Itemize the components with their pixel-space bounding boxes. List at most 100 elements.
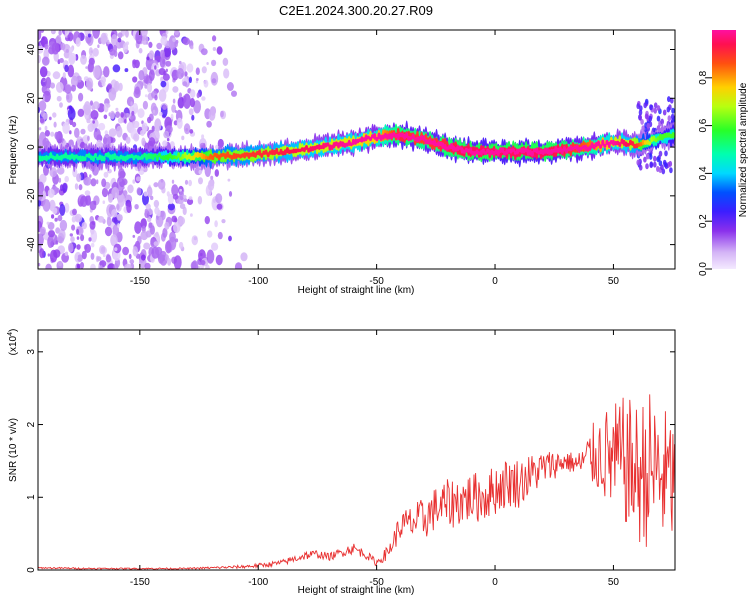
noise-blob bbox=[174, 110, 178, 113]
ridge-cell bbox=[157, 152, 162, 158]
noise-blob bbox=[103, 137, 108, 145]
noise-blob bbox=[106, 39, 110, 45]
noise-blob bbox=[170, 113, 174, 120]
noise-blob bbox=[206, 62, 209, 65]
noise-blob bbox=[68, 47, 74, 53]
ridge-cell bbox=[569, 145, 573, 152]
noise-blob bbox=[87, 135, 90, 141]
noise-blob bbox=[144, 262, 151, 269]
noise-blob bbox=[167, 193, 174, 205]
ridge-cell bbox=[626, 143, 630, 147]
noise-blob bbox=[77, 254, 83, 262]
noise-blob bbox=[67, 107, 76, 121]
noise-blob bbox=[152, 109, 156, 114]
noise-blob bbox=[191, 114, 195, 121]
noise-blob bbox=[183, 123, 191, 135]
noise-blob bbox=[57, 214, 63, 222]
noise-blob bbox=[201, 96, 206, 101]
noise-blob bbox=[132, 234, 136, 238]
noise-blob bbox=[670, 97, 674, 104]
noise-blob bbox=[72, 208, 77, 216]
noise-blob bbox=[157, 253, 164, 264]
noise-blob bbox=[99, 265, 103, 269]
noise-blob bbox=[222, 57, 229, 66]
noise-blob bbox=[155, 231, 159, 237]
noise-blob bbox=[145, 41, 149, 45]
noise-blob bbox=[42, 56, 50, 66]
noise-blob bbox=[154, 206, 160, 215]
noise-blob bbox=[644, 113, 649, 120]
ridge-cell bbox=[317, 144, 321, 150]
noise-blob bbox=[93, 65, 101, 79]
noise-blob bbox=[68, 242, 74, 253]
noise-blob bbox=[80, 195, 88, 207]
noise-blob bbox=[117, 223, 120, 228]
noise-blob bbox=[641, 125, 645, 132]
noise-blob bbox=[38, 188, 43, 201]
noise-blob bbox=[70, 75, 79, 88]
noise-blob bbox=[92, 47, 99, 57]
noise-blob bbox=[97, 216, 105, 223]
noise-blob bbox=[93, 128, 101, 140]
noise-blob bbox=[92, 101, 100, 110]
noise-blob bbox=[150, 225, 155, 235]
noise-blob bbox=[188, 108, 194, 116]
x-tick-label: 50 bbox=[608, 276, 620, 287]
noise-blob bbox=[122, 190, 128, 196]
noise-blob bbox=[44, 43, 49, 50]
noise-blob bbox=[179, 203, 186, 210]
ridge-cell bbox=[196, 151, 200, 158]
noise-blob bbox=[44, 125, 48, 131]
noise-blob bbox=[132, 163, 136, 167]
noise-blob bbox=[104, 226, 113, 237]
noise-blob bbox=[87, 62, 95, 73]
noise-blob bbox=[178, 241, 184, 249]
noise-blob bbox=[45, 77, 52, 89]
noise-blob bbox=[217, 138, 224, 149]
noise-blob bbox=[132, 59, 137, 65]
y-tick-label: 2 bbox=[26, 421, 37, 427]
noise-blob bbox=[132, 76, 138, 83]
noise-blob bbox=[97, 44, 100, 48]
colorbar-label: Normalized spectral amplitude bbox=[738, 82, 749, 217]
snr-ylabel: SNR (10 * v/v) bbox=[8, 418, 19, 482]
noise-blob bbox=[144, 208, 149, 214]
noise-blob bbox=[83, 101, 91, 116]
noise-blob bbox=[123, 263, 132, 269]
noise-blob bbox=[148, 137, 156, 147]
noise-blob bbox=[105, 254, 112, 263]
noise-blob bbox=[51, 42, 60, 55]
noise-blob bbox=[157, 179, 166, 190]
noise-blob bbox=[649, 161, 654, 168]
colorbar-tick-label: 0.4 bbox=[698, 166, 709, 180]
noise-blob bbox=[198, 169, 203, 175]
noise-blob bbox=[117, 117, 124, 124]
noise-blob bbox=[189, 129, 194, 134]
noise-blob bbox=[116, 204, 120, 211]
noise-blob bbox=[148, 50, 155, 60]
noise-blob bbox=[55, 81, 64, 93]
noise-blob bbox=[128, 253, 132, 260]
noise-blob bbox=[59, 58, 64, 63]
spectrogram-panel: -150 -100 -50 0 50 -40 -20 0 20 40 Height of stra… bbox=[8, 29, 676, 296]
noise-blob bbox=[117, 37, 122, 43]
noise-blob bbox=[216, 46, 223, 55]
noise-blob bbox=[207, 179, 215, 191]
noise-blob bbox=[646, 122, 650, 129]
noise-blob bbox=[191, 235, 199, 246]
noise-blob bbox=[167, 258, 172, 266]
x-tick-label: -150 bbox=[130, 276, 150, 287]
noise-blob bbox=[656, 125, 661, 132]
noise-blob bbox=[122, 246, 129, 256]
noise-blob bbox=[52, 112, 57, 118]
noise-blob bbox=[211, 78, 217, 84]
y-tick-label: 40 bbox=[26, 44, 37, 56]
x-tick-label: 50 bbox=[608, 577, 620, 588]
noise-blob bbox=[196, 92, 200, 99]
noise-blob bbox=[195, 67, 200, 75]
noise-blob bbox=[179, 60, 182, 65]
noise-blob bbox=[107, 193, 114, 203]
noise-blob bbox=[158, 111, 163, 117]
noise-blob bbox=[91, 242, 95, 248]
noise-blob bbox=[163, 130, 170, 139]
